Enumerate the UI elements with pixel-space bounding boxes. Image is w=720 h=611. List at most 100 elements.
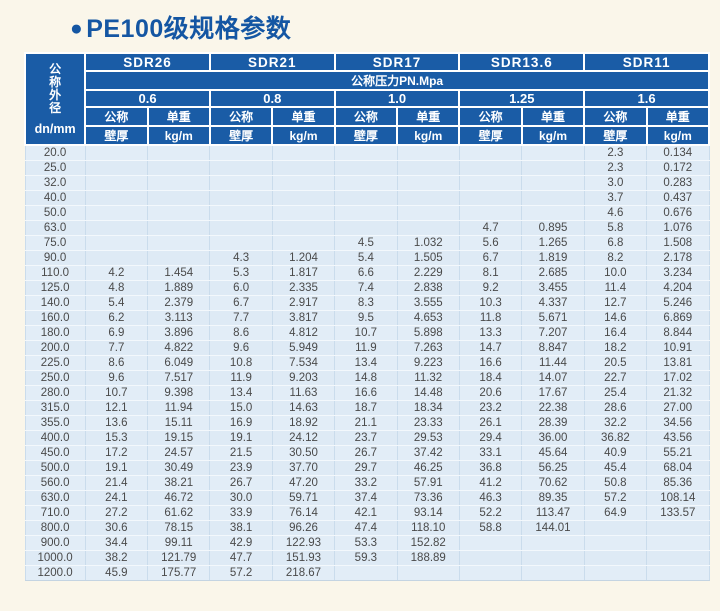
value-cell: 17.67 bbox=[521, 385, 585, 401]
table-row: 1000.0 38.2 121.79 47.7 151.93 59.3 188.89 bbox=[24, 550, 710, 566]
value-cell: 10.3 bbox=[458, 295, 523, 311]
value-cell: 15.0 bbox=[209, 400, 273, 416]
dn-cell: 450.0 bbox=[24, 445, 86, 461]
table-row: 800.0 30.6 78.15 38.1 96.26 47.4 118.10 58.8 144… bbox=[24, 520, 710, 536]
value-cell: 57.91 bbox=[396, 475, 460, 491]
value-cell bbox=[147, 190, 211, 206]
value-cell: 11.8 bbox=[458, 310, 523, 326]
value-cell: 2.379 bbox=[147, 295, 211, 311]
value-cell: 8.6 bbox=[209, 325, 273, 341]
value-cell: 10.7 bbox=[334, 325, 398, 341]
value-cell: 16.4 bbox=[583, 325, 648, 341]
value-cell: 6.869 bbox=[646, 310, 710, 326]
table-header: 公称外径 dn/mm SDR26 SDR21 SDR17 SDR13.6 SDR11 公称压力… bbox=[23, 52, 711, 146]
value-cell: 5.898 bbox=[396, 325, 460, 341]
value-cell: 5.3 bbox=[209, 265, 273, 281]
value-cell: 9.6 bbox=[84, 370, 149, 386]
value-cell: 29.4 bbox=[458, 430, 523, 446]
value-cell bbox=[646, 520, 710, 536]
pressure-value-5: 1.6 bbox=[583, 89, 710, 108]
value-cell bbox=[271, 235, 336, 251]
value-cell: 17.02 bbox=[646, 370, 710, 386]
value-cell: 2.229 bbox=[396, 265, 460, 281]
value-cell: 24.1 bbox=[84, 490, 149, 506]
value-cell: 22.38 bbox=[521, 400, 585, 416]
value-cell: 46.3 bbox=[458, 490, 523, 506]
value-cell bbox=[209, 205, 273, 221]
value-cell bbox=[84, 190, 149, 206]
value-cell: 70.62 bbox=[521, 475, 585, 491]
value-cell: 2.335 bbox=[271, 280, 336, 296]
dn-cell: 630.0 bbox=[24, 490, 86, 506]
value-cell: 4.2 bbox=[84, 265, 149, 281]
weight-unit-label: kg/m bbox=[645, 125, 711, 146]
table-row: 160.0 6.2 3.113 7.7 3.817 9.5 4.653 11.8 5.671 14… bbox=[24, 310, 710, 326]
value-cell: 5.246 bbox=[646, 295, 710, 311]
value-cell: 8.847 bbox=[521, 340, 585, 356]
value-cell: 122.93 bbox=[271, 535, 336, 551]
value-cell bbox=[396, 175, 460, 191]
value-cell: 12.1 bbox=[84, 400, 149, 416]
weight-label: 单重 bbox=[396, 106, 461, 127]
value-cell bbox=[521, 205, 585, 221]
value-cell: 21.1 bbox=[334, 415, 398, 431]
weight-unit-label: kg/m bbox=[520, 125, 586, 146]
value-cell bbox=[646, 565, 710, 581]
value-cell: 5.8 bbox=[583, 220, 648, 236]
value-cell bbox=[334, 160, 398, 176]
dn-cell: 125.0 bbox=[24, 280, 86, 296]
value-cell: 4.7 bbox=[458, 220, 523, 236]
value-cell: 32.2 bbox=[583, 415, 648, 431]
value-cell: 2.178 bbox=[646, 250, 710, 266]
value-cell: 36.00 bbox=[521, 430, 585, 446]
dn-cell: 560.0 bbox=[24, 475, 86, 491]
value-cell: 11.9 bbox=[209, 370, 273, 386]
value-cell: 3.113 bbox=[147, 310, 211, 326]
outer-diameter-label: 公称外径 bbox=[49, 61, 62, 115]
wall-label: 公称 bbox=[583, 106, 648, 127]
value-cell bbox=[396, 565, 460, 581]
value-cell bbox=[334, 144, 398, 161]
value-cell: 6.8 bbox=[583, 235, 648, 251]
value-cell bbox=[458, 175, 523, 191]
value-cell: 19.1 bbox=[84, 460, 149, 476]
dn-unit-label: dn/mm bbox=[34, 121, 76, 136]
value-cell: 8.6 bbox=[84, 355, 149, 371]
value-cell: 45.4 bbox=[583, 460, 648, 476]
wall-unit-label: 壁厚 bbox=[84, 125, 149, 146]
value-cell: 14.6 bbox=[583, 310, 648, 326]
value-cell: 16.6 bbox=[334, 385, 398, 401]
value-cell bbox=[147, 160, 211, 176]
weight-label: 单重 bbox=[520, 106, 586, 127]
value-cell: 4.6 bbox=[583, 205, 648, 221]
value-cell: 41.2 bbox=[458, 475, 523, 491]
value-cell: 5.4 bbox=[84, 295, 149, 311]
dn-cell: 20.0 bbox=[24, 144, 86, 161]
value-cell: 13.6 bbox=[84, 415, 149, 431]
value-cell: 64.9 bbox=[583, 505, 648, 521]
table-row: 50.0 4.6 0.676 bbox=[24, 205, 710, 221]
value-cell: 3.0 bbox=[583, 175, 648, 191]
dn-cell: 355.0 bbox=[24, 415, 86, 431]
value-cell: 3.555 bbox=[396, 295, 460, 311]
value-cell: 42.1 bbox=[334, 505, 398, 521]
value-cell: 7.207 bbox=[521, 325, 585, 341]
value-cell: 14.7 bbox=[458, 340, 523, 356]
value-cell bbox=[84, 160, 149, 176]
table-row: 900.0 34.4 99.11 42.9 122.93 53.3 152.82 bbox=[24, 535, 710, 551]
table-row: 110.0 4.2 1.454 5.3 1.817 6.6 2.229 8.1 2.685 10.… bbox=[24, 265, 710, 281]
dn-cell: 710.0 bbox=[24, 505, 86, 521]
value-cell: 38.21 bbox=[147, 475, 211, 491]
value-cell: 12.7 bbox=[583, 295, 648, 311]
value-cell: 3.896 bbox=[147, 325, 211, 341]
value-cell: 7.7 bbox=[84, 340, 149, 356]
dn-cell: 180.0 bbox=[24, 325, 86, 341]
value-cell: 46.25 bbox=[396, 460, 460, 476]
value-cell: 1.204 bbox=[271, 250, 336, 266]
value-cell: 11.44 bbox=[521, 355, 585, 371]
wall-unit-label: 壁厚 bbox=[333, 125, 399, 146]
table-row: 75.0 4.5 1.032 5.6 1.265 6.8 1.508 bbox=[24, 235, 710, 251]
value-cell bbox=[271, 144, 336, 161]
value-cell: 26.7 bbox=[334, 445, 398, 461]
weight-unit-label: kg/m bbox=[271, 125, 336, 146]
